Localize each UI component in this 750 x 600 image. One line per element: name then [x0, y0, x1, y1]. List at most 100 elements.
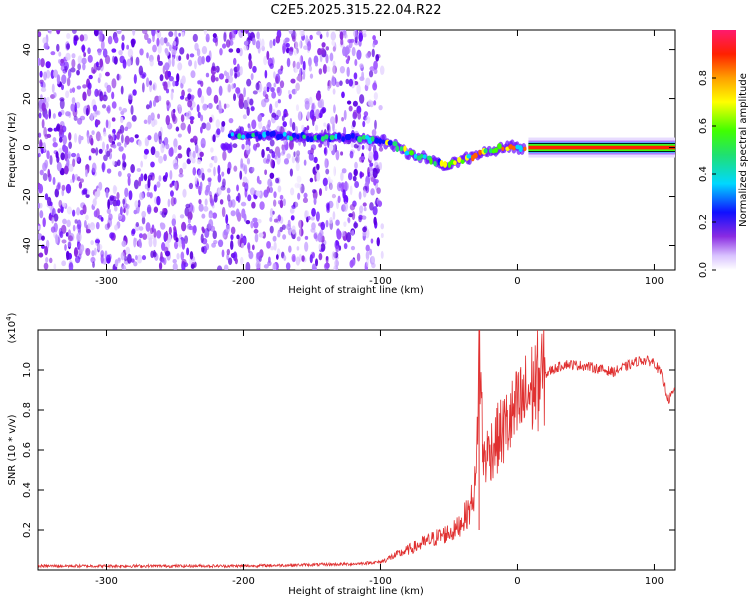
spec-noise-blob [176, 253, 180, 260]
spec-noise-blob [274, 100, 279, 108]
spec-noise-blob [119, 55, 125, 64]
spec-noise-blob [351, 211, 356, 221]
spectrogram-ylabel: Frequency (Hz) [7, 112, 18, 188]
spec-signal-core [282, 131, 287, 137]
spec-noise-blob [178, 105, 182, 114]
spec-noise-blob [92, 104, 98, 112]
spec-noise-blob [77, 219, 82, 230]
spec-noise-blob [133, 74, 137, 84]
spec-signal-core [378, 138, 383, 145]
spec-noise-blob [349, 259, 354, 268]
spec-noise-blob [165, 42, 170, 47]
snr-xtick-label: -100 [369, 576, 392, 587]
spec-noise-blob [318, 243, 322, 251]
spec-noise-blob [68, 132, 72, 141]
spec-noise-blob [81, 44, 86, 53]
spec-noise-blob [172, 40, 177, 46]
spec-noise-blob [67, 235, 73, 242]
spec-noise-blob [314, 62, 318, 67]
spec-noise-blob [38, 132, 42, 138]
spec-noise-blob [345, 58, 350, 64]
spec-noise-blob [299, 55, 304, 65]
spec-steady-tone [528, 145, 675, 150]
spec-noise-blob [39, 169, 44, 176]
spec-noise-blob [95, 221, 100, 230]
spec-noise-blob [100, 216, 104, 222]
spec-noise-blob [82, 91, 87, 101]
spec-noise-blob [61, 260, 67, 267]
spec-signal-core [245, 133, 250, 139]
spec-ytick-label: 20 [22, 92, 33, 105]
spec-noise-blob [346, 100, 352, 105]
spec-xtick-label: -100 [369, 276, 392, 287]
spec-noise-blob [72, 224, 76, 232]
spec-noise-blob [56, 30, 61, 35]
spec-noise-blob [159, 37, 165, 46]
spec-noise-blob [108, 213, 113, 221]
spec-noise-blob [207, 177, 212, 183]
spec-noise-blob [288, 139, 294, 150]
spec-noise-blob [87, 223, 91, 231]
spec-noise-blob [313, 197, 317, 205]
spec-noise-blob [216, 128, 221, 135]
spec-noise-blob [150, 161, 155, 168]
spec-noise-blob [48, 30, 52, 35]
spec-noise-blob [231, 83, 235, 90]
spec-signal-core [361, 134, 367, 140]
spec-noise-blob [295, 162, 300, 172]
spec-noise-blob [51, 83, 55, 94]
spec-noise-blob [102, 48, 108, 58]
spec-noise-blob [373, 178, 377, 186]
spec-noise-blob [59, 124, 64, 135]
spec-noise-blob [91, 250, 95, 257]
spec-noise-blob [159, 74, 164, 82]
spec-noise-blob [275, 254, 279, 260]
snr-line [38, 330, 675, 569]
spec-xtick-label: 100 [645, 276, 664, 287]
spec-noise-blob [309, 73, 314, 79]
spec-noise-blob [172, 80, 176, 87]
spec-noise-blob [158, 262, 163, 270]
spec-noise-blob [165, 50, 170, 56]
spec-signal-core [324, 134, 329, 140]
spec-noise-blob [333, 264, 339, 270]
spec-noise-blob [210, 147, 214, 153]
spec-noise-blob [316, 31, 322, 36]
spec-noise-blob [369, 248, 373, 256]
spec-noise-blob [217, 187, 222, 196]
spec-noise-blob [44, 245, 49, 256]
spec-noise-blob [318, 143, 323, 148]
spec-noise-blob [332, 211, 336, 220]
spec-noise-blob [53, 92, 57, 98]
spec-noise-blob [62, 218, 67, 225]
spec-noise-blob [225, 214, 229, 225]
spec-noise-blob [61, 239, 67, 244]
spec-noise-blob [87, 54, 93, 63]
spec-signal-core [254, 131, 259, 137]
spec-noise-blob [111, 78, 117, 89]
spec-noise-blob [76, 117, 83, 125]
spec-noise-blob [188, 59, 193, 67]
spec-noise-blob [39, 70, 43, 78]
spec-noise-blob [313, 55, 319, 65]
spec-noise-blob [297, 111, 303, 121]
spec-noise-blob [192, 135, 198, 144]
spec-noise-blob [317, 232, 323, 243]
spec-noise-blob [97, 48, 102, 56]
spec-noise-blob [52, 137, 57, 143]
spec-noise-blob [283, 255, 287, 261]
spec-signal-core [241, 134, 246, 139]
spec-noise-blob [282, 42, 287, 53]
spec-noise-blob [241, 143, 245, 150]
spec-noise-blob [201, 246, 205, 253]
spec-noise-blob [205, 33, 210, 43]
spec-noise-blob [40, 81, 44, 88]
spec-noise-blob [163, 81, 168, 91]
spec-noise-blob [196, 104, 200, 113]
spec-noise-blob [327, 85, 331, 91]
spec-noise-blob [145, 222, 151, 232]
spec-noise-blob [183, 262, 189, 268]
spec-noise-blob [333, 166, 337, 177]
spec-noise-blob [288, 93, 292, 100]
